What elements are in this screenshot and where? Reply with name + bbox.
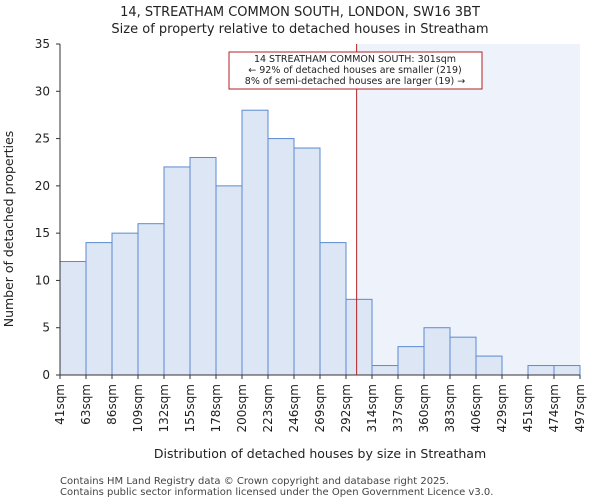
y-axis-label: Number of detached properties [1, 131, 16, 328]
bar-223sqm [267, 138, 295, 376]
x-tick-label: 269sqm [313, 384, 327, 432]
x-tick-label: 132sqm [157, 384, 171, 432]
y-tick-label: 20 [35, 179, 50, 193]
bar-406sqm [475, 355, 503, 376]
annotation-box [228, 51, 483, 90]
bar-314sqm [371, 365, 399, 376]
chart-title: 14, STREATHAM COMMON SOUTH, LONDON, SW16… [120, 5, 480, 20]
x-tick-label: 406sqm [469, 384, 483, 432]
bars-group [59, 109, 581, 376]
x-tick-label: 246sqm [287, 384, 301, 432]
bar-109sqm [137, 223, 165, 376]
x-tick-label: 451sqm [521, 384, 535, 432]
bar-383sqm [449, 336, 477, 376]
x-ticks: 41sqm 63sqm 86sqm 109sqm 132sqm 155sqm 178sqm 2… [53, 375, 587, 432]
x-tick-label: 474sqm [547, 384, 561, 432]
x-tick-label: 109sqm [131, 384, 145, 432]
x-tick-label: 63sqm [79, 384, 93, 425]
footer-line-2: Contains public sector information licen… [60, 487, 493, 498]
y-ticks: 0 5 10 15 20 25 30 35 [35, 37, 60, 382]
y-tick-label: 10 [35, 273, 50, 287]
x-tick-label: 497sqm [573, 384, 587, 432]
bar-246sqm [293, 147, 321, 376]
x-tick-label: 155sqm [183, 384, 197, 432]
x-tick-label: 360sqm [417, 384, 431, 432]
bar-132sqm [163, 166, 191, 376]
y-tick-label: 0 [42, 368, 50, 382]
footer-line-1: Contains HM Land Registry data © Crown c… [60, 476, 449, 487]
y-tick-label: 15 [35, 226, 50, 240]
bar-63sqm [85, 242, 113, 376]
x-tick-label: 337sqm [391, 384, 405, 432]
x-tick-label: 383sqm [443, 384, 457, 432]
x-tick-label: 429sqm [495, 384, 509, 432]
y-tick-label: 30 [35, 84, 50, 98]
bar-178sqm [215, 185, 243, 376]
y-tick-label: 25 [35, 132, 50, 146]
bar-155sqm [189, 156, 217, 376]
annotation-line-3: 8% of semi-detached houses are larger (1… [245, 76, 465, 87]
x-tick-label: 41sqm [53, 384, 67, 425]
annotation-line-2: ← 92% of detached houses are smaller (21… [248, 65, 461, 76]
bar-269sqm [319, 242, 347, 376]
bar-474sqm [553, 365, 581, 376]
highlight-region [356, 44, 580, 375]
chart-subtitle: Size of property relative to detached ho… [111, 22, 488, 37]
y-tick-label: 5 [42, 321, 50, 335]
bar-86sqm [111, 232, 139, 376]
x-tick-label: 178sqm [209, 384, 223, 432]
x-tick-label: 314sqm [365, 384, 379, 432]
x-tick-label: 223sqm [261, 384, 275, 432]
bar-337sqm [397, 346, 425, 376]
annotation-line-1: 14 STREATHAM COMMON SOUTH: 301sqm [254, 54, 456, 65]
x-tick-label: 292sqm [339, 384, 353, 432]
x-tick-label: 200sqm [235, 384, 249, 432]
x-axis-label: Distribution of detached houses by size … [154, 446, 486, 461]
bar-451sqm [527, 365, 555, 376]
bar-200sqm [241, 109, 269, 376]
x-tick-label: 86sqm [105, 384, 119, 425]
bar-41sqm [59, 261, 87, 376]
bar-292sqm [345, 298, 373, 376]
bar-360sqm [423, 327, 451, 376]
y-tick-label: 35 [35, 37, 50, 51]
